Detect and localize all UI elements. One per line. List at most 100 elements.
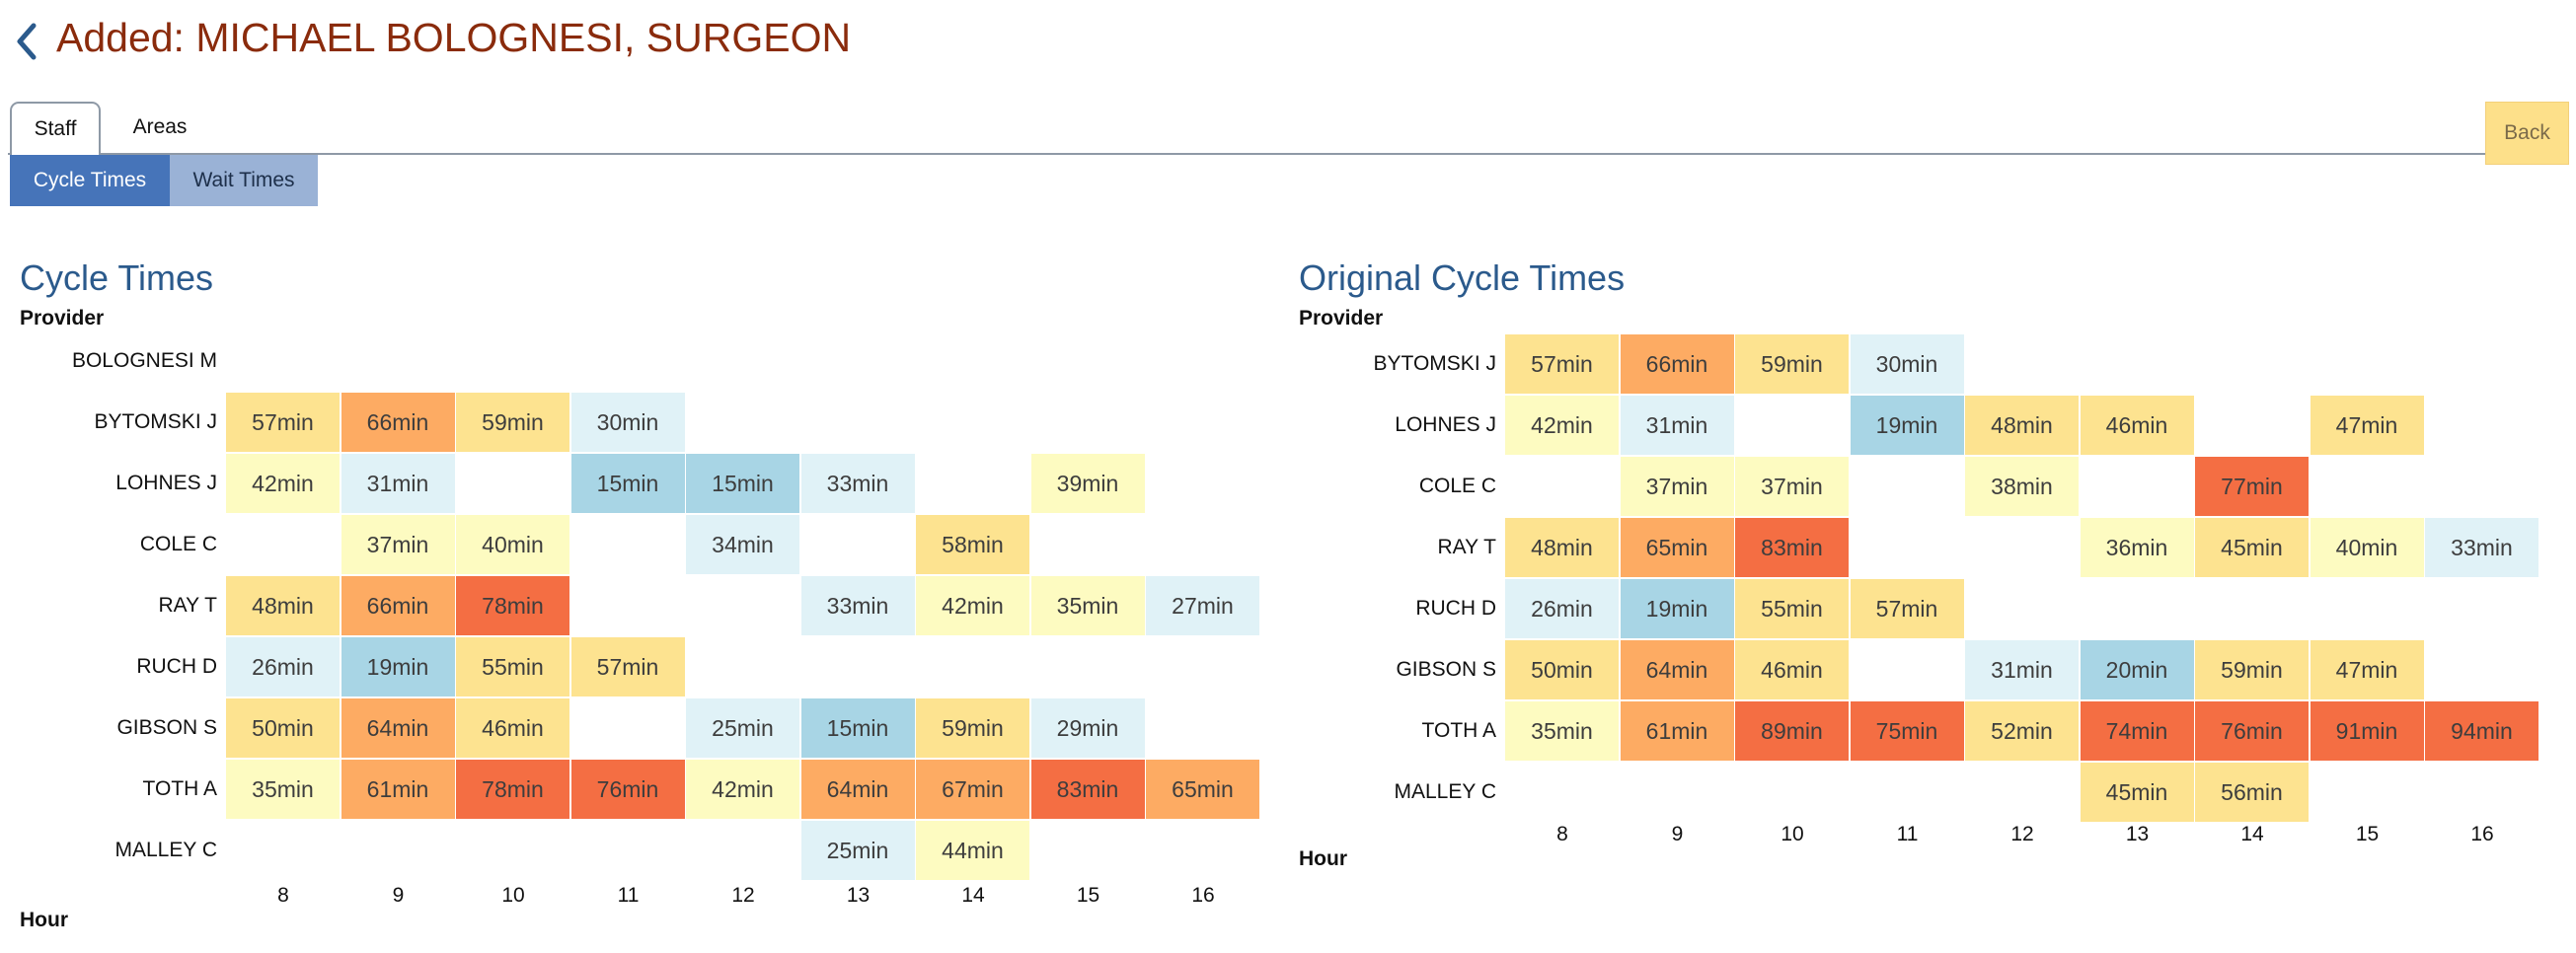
row-label: LOHNES J bbox=[1395, 413, 1496, 436]
y-axis-label: Provider bbox=[20, 307, 105, 330]
heatmap-cell: 56min bbox=[2195, 763, 2309, 822]
heatmap-cell: 66min bbox=[341, 393, 455, 452]
heatmap-cell: 19min bbox=[341, 637, 455, 696]
x-tick-label: 8 bbox=[1556, 823, 1568, 845]
heatmap-cell: 61min bbox=[341, 760, 455, 819]
heatmap-cell: 91min bbox=[2310, 701, 2424, 761]
row-label: GIBSON S bbox=[116, 716, 217, 739]
x-tick-label: 12 bbox=[2010, 823, 2034, 845]
heatmap-cell: 76min bbox=[2195, 701, 2309, 761]
row-label: BYTOMSKI J bbox=[94, 410, 217, 433]
heatmap-cell: 89min bbox=[1735, 701, 1849, 761]
x-tick-label: 16 bbox=[1191, 884, 1215, 907]
heatmap-cell: 29min bbox=[1030, 698, 1145, 758]
heatmap-cell: 83min bbox=[1735, 518, 1849, 577]
heatmap-cell: 25min bbox=[800, 821, 915, 880]
heatmap-cell: 35min bbox=[226, 760, 340, 819]
row-label: GIBSON S bbox=[1396, 658, 1496, 681]
heatmap-cell: 39min bbox=[1030, 454, 1145, 513]
chevron-left-icon[interactable] bbox=[8, 22, 47, 61]
x-tick-label: 9 bbox=[392, 884, 405, 907]
heatmap-cell: 31min bbox=[1965, 640, 2079, 699]
heatmap-cell: 42min bbox=[226, 454, 340, 513]
x-axis-label: Hour bbox=[20, 909, 68, 931]
heatmap-cell: 59min bbox=[1735, 334, 1849, 394]
heatmap-cell: 65min bbox=[1620, 518, 1734, 577]
heatmap-cell: 37min bbox=[1735, 457, 1849, 516]
heatmap-cell: 42min bbox=[1505, 396, 1619, 455]
heatmap-cell: 57min bbox=[1850, 579, 1964, 638]
heatmap-cell: 37min bbox=[341, 515, 455, 574]
heatmap-cell: 19min bbox=[1850, 396, 1964, 455]
row-label: RUCH D bbox=[1415, 597, 1496, 620]
heatmap-cell: 50min bbox=[1505, 640, 1619, 699]
tab-bar: Staff Areas bbox=[8, 102, 2485, 155]
heatmap-cell: 94min bbox=[2425, 701, 2538, 761]
heatmap-cell: 52min bbox=[1965, 701, 2079, 761]
heatmap-cell: 77min bbox=[2195, 457, 2309, 516]
chart-title: Cycle Times bbox=[20, 257, 214, 298]
subtab-wait-times[interactable]: Wait Times bbox=[170, 155, 318, 206]
x-axis-label: Hour bbox=[1299, 847, 1347, 870]
row-label: COLE C bbox=[139, 533, 217, 555]
y-axis-label: Provider bbox=[1299, 307, 1384, 330]
row-label: MALLEY C bbox=[114, 839, 218, 861]
heatmap-cell: 59min bbox=[916, 698, 1029, 758]
row-label: LOHNES J bbox=[115, 472, 217, 494]
row-label: TOTH A bbox=[142, 777, 217, 800]
heatmap-cell: 66min bbox=[341, 576, 455, 635]
heatmap-cell: 34min bbox=[686, 515, 799, 574]
heatmap-cell: 74min bbox=[2080, 701, 2194, 761]
x-tick-label: 14 bbox=[961, 884, 985, 907]
row-label: MALLEY C bbox=[1394, 780, 1497, 803]
x-tick-label: 13 bbox=[846, 884, 871, 907]
tab-areas[interactable]: Areas bbox=[132, 115, 188, 138]
heatmap-cell: 33min bbox=[2425, 518, 2538, 577]
row-label: BYTOMSKI J bbox=[1373, 352, 1496, 375]
heatmap-cell: 55min bbox=[1735, 579, 1849, 638]
heatmap-cell: 15min bbox=[800, 698, 915, 758]
x-tick-label: 11 bbox=[1896, 823, 1919, 845]
heatmap-cell: 38min bbox=[1965, 457, 2079, 516]
heatmap-cell: 40min bbox=[456, 515, 569, 574]
x-tick-label: 15 bbox=[2355, 823, 2380, 845]
heatmap-cell: 64min bbox=[1620, 640, 1734, 699]
x-tick-label: 10 bbox=[1780, 823, 1804, 845]
heatmap-cell: 75min bbox=[1850, 701, 1964, 761]
row-label: BOLOGNESI M bbox=[71, 349, 217, 372]
heatmap-cell: 15min bbox=[686, 454, 799, 513]
heatmap-cell: 55min bbox=[456, 637, 569, 696]
heatmap-cell: 45min bbox=[2080, 763, 2194, 822]
heatmap-cell: 26min bbox=[1505, 579, 1619, 638]
heatmap-cell: 59min bbox=[456, 393, 569, 452]
tab-staff[interactable]: Staff bbox=[10, 102, 101, 155]
heatmap-cell: 76min bbox=[570, 760, 685, 819]
heatmap-cell: 78min bbox=[456, 576, 569, 635]
x-tick-label: 10 bbox=[501, 884, 525, 907]
heatmap-cell: 67min bbox=[916, 760, 1029, 819]
heatmap-cell: 35min bbox=[1505, 701, 1619, 761]
heatmap-cell: 47min bbox=[2310, 640, 2424, 699]
back-button[interactable]: Back bbox=[2485, 102, 2569, 165]
heatmap-cell: 37min bbox=[1620, 457, 1734, 516]
heatmap-cell: 47min bbox=[2310, 396, 2424, 455]
heatmap-cell: 48min bbox=[1505, 518, 1619, 577]
x-tick-label: 14 bbox=[2240, 823, 2264, 845]
heatmap-cell: 30min bbox=[1850, 334, 1964, 394]
row-label: TOTH A bbox=[1421, 719, 1496, 742]
heatmap-cell: 65min bbox=[1146, 760, 1259, 819]
x-tick-label: 15 bbox=[1076, 884, 1100, 907]
row-label: RAY T bbox=[158, 594, 217, 617]
heatmap-cell: 57min bbox=[226, 393, 340, 452]
heatmap-cell: 31min bbox=[1620, 396, 1734, 455]
heatmap-cell: 59min bbox=[2195, 640, 2309, 699]
heatmap-cell: 48min bbox=[226, 576, 340, 635]
heatmap-cell: 46min bbox=[1735, 640, 1849, 699]
heatmap-cell: 64min bbox=[341, 698, 455, 758]
heatmap-cell: 36min bbox=[2080, 518, 2194, 577]
row-label: COLE C bbox=[1418, 475, 1496, 497]
heatmap-cell: 83min bbox=[1030, 760, 1145, 819]
heatmap-cell: 35min bbox=[1030, 576, 1145, 635]
subtab-cycle-times[interactable]: Cycle Times bbox=[10, 155, 170, 206]
heatmap-cell: 57min bbox=[1505, 334, 1619, 394]
